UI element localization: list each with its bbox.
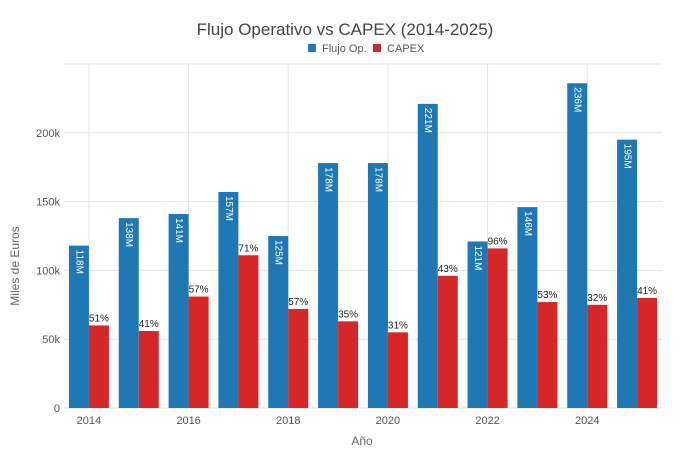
bar-capex: [238, 255, 259, 408]
bar-labels: 118M 51% 138M 41% 141M 57% 157M 71% 125M 57% 178M 3…: [73, 87, 657, 331]
bars: [68, 83, 658, 409]
x-axis-label: Año: [351, 434, 373, 448]
x-tick-label: 2022: [475, 415, 499, 427]
bar-flujo: [367, 163, 388, 408]
x-axis-ticks: 2014 2016 2018 2020 2022 2024: [77, 415, 600, 427]
legend-label-capex: CAPEX: [387, 43, 425, 55]
bar-label-flujo: 178M: [322, 167, 333, 192]
bar-capex: [138, 330, 159, 408]
bar-capex: [188, 296, 209, 408]
bar-label-capex: 43%: [438, 264, 458, 275]
y-tick-label: 200k: [36, 128, 60, 140]
bar-capex: [387, 332, 408, 408]
bar-label-flujo: 118M: [73, 250, 84, 274]
bar-capex: [487, 248, 508, 408]
bar-capex: [288, 308, 309, 408]
bar-label-capex: 71%: [238, 243, 258, 254]
bar-label-flujo: 157M: [223, 196, 234, 221]
legend-label-flujo: Flujo Op.: [322, 43, 367, 55]
bar-capex: [587, 304, 608, 408]
bar-label-capex: 57%: [189, 285, 209, 296]
bar-label-capex: 41%: [637, 286, 657, 297]
bar-capex: [537, 302, 558, 408]
bar-label-capex: 35%: [338, 309, 358, 320]
bar-label-capex: 32%: [587, 293, 607, 304]
bar-flujo: [68, 245, 89, 408]
bar-capex: [637, 297, 658, 408]
bar-flujo: [268, 236, 289, 408]
bar-label-flujo: 195M: [621, 144, 632, 169]
bar-label-flujo: 178M: [372, 167, 383, 192]
bar-flujo: [467, 241, 488, 408]
bar-label-flujo: 125M: [273, 240, 284, 265]
bar-flujo: [517, 207, 538, 408]
bar-label-capex: 41%: [139, 319, 159, 330]
bar-flujo: [218, 191, 239, 408]
bar-label-capex: 96%: [488, 236, 508, 247]
bar-label-flujo: 138M: [123, 222, 134, 247]
bar-label-capex: 31%: [388, 320, 408, 331]
y-axis-ticks: 0 50k 100k 150k 200k: [36, 128, 60, 415]
legend: Flujo Op. CAPEX: [308, 43, 425, 55]
bar-label-flujo: 121M: [472, 246, 483, 271]
bar-flujo: [417, 103, 438, 409]
x-tick-label: 2014: [77, 415, 101, 427]
bar-label-flujo: 146M: [522, 211, 533, 236]
x-tick-label: 2020: [376, 415, 400, 427]
bar-label-capex: 57%: [288, 297, 308, 308]
bar-capex: [88, 325, 109, 408]
bar-flujo: [118, 218, 139, 408]
legend-swatch-capex: [373, 44, 381, 52]
bar-label-capex: 51%: [89, 313, 109, 324]
y-axis-label: Miles de Euros: [8, 226, 22, 305]
bar-label-capex: 53%: [537, 290, 557, 301]
y-tick-label: 100k: [36, 265, 60, 277]
legend-swatch-flujo: [308, 44, 316, 52]
bar-flujo: [168, 213, 189, 408]
bar-flujo: [318, 163, 339, 408]
bar-capex: [338, 321, 359, 408]
x-tick-label: 2018: [276, 415, 300, 427]
y-tick-label: 150k: [36, 197, 60, 209]
x-tick-label: 2016: [176, 415, 200, 427]
bar-label-flujo: 221M: [422, 108, 433, 133]
bar-flujo: [617, 139, 638, 408]
y-tick-label: 50k: [42, 334, 60, 346]
bar-label-flujo: 141M: [173, 218, 184, 243]
chart-title: Flujo Operativo vs CAPEX (2014-2025): [197, 20, 494, 39]
x-tick-label: 2024: [575, 415, 599, 427]
bar-flujo: [567, 83, 588, 408]
bar-capex: [437, 275, 458, 408]
y-tick-label: 0: [54, 403, 60, 415]
bar-label-flujo: 236M: [572, 87, 583, 112]
